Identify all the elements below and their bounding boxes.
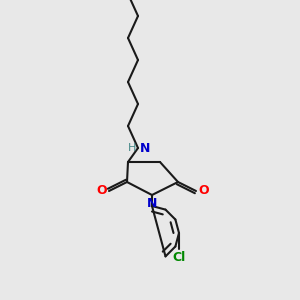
Text: O: O xyxy=(198,184,208,197)
Text: Cl: Cl xyxy=(172,251,186,264)
Text: N: N xyxy=(140,142,150,154)
Text: O: O xyxy=(96,184,107,197)
Text: H: H xyxy=(128,143,136,153)
Text: N: N xyxy=(147,197,157,210)
